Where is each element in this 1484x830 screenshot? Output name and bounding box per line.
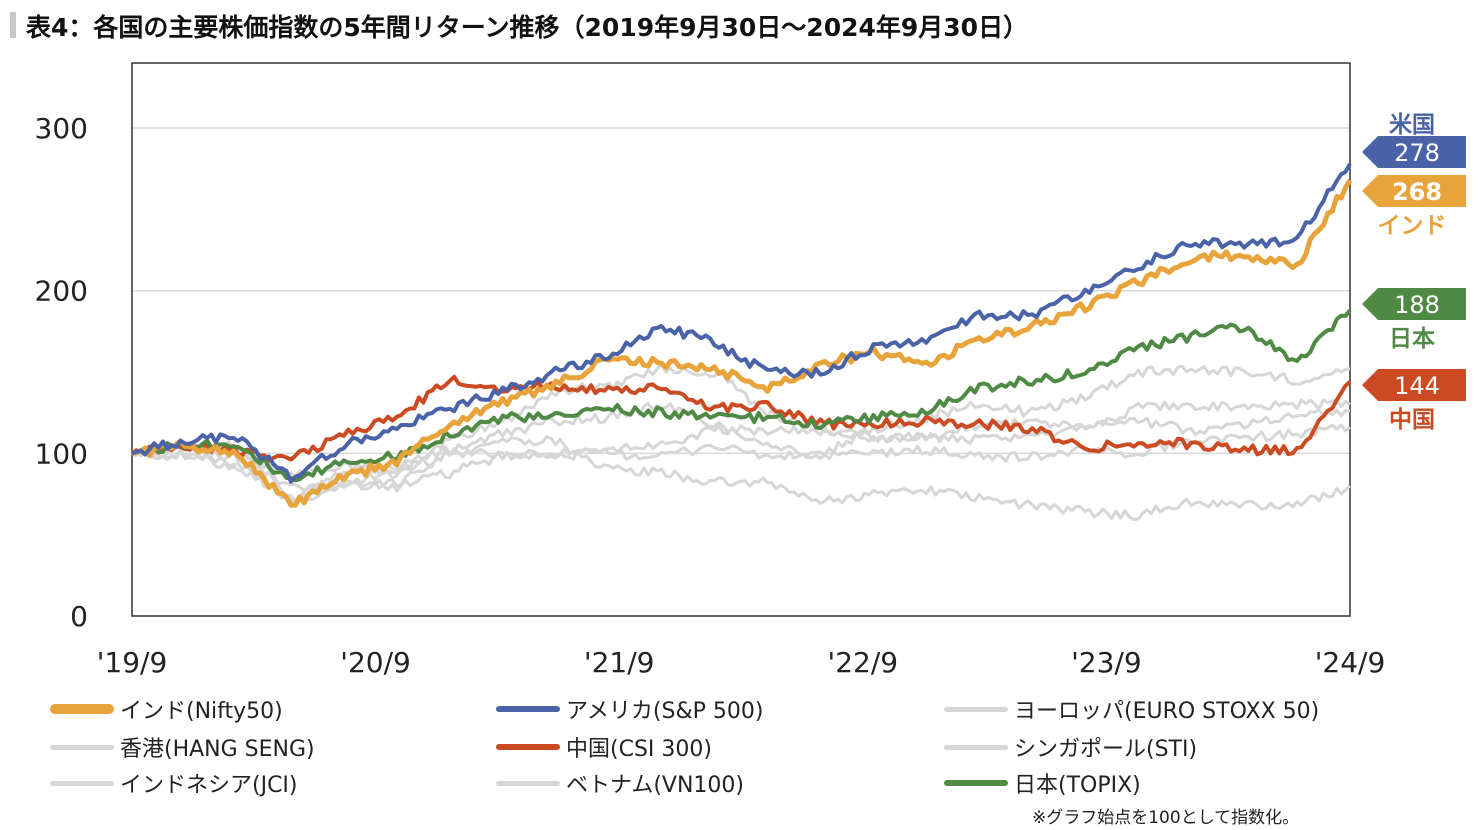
legend-swatch bbox=[944, 706, 1008, 712]
legend-swatch bbox=[496, 744, 560, 750]
end-value-india: 268 bbox=[1392, 178, 1442, 206]
series-line-japan bbox=[131, 308, 1352, 483]
legend-item-china: 中国(CSI 300) bbox=[496, 732, 712, 762]
legend-item-id: インドネシア(JCI) bbox=[50, 768, 298, 798]
legend-swatch bbox=[496, 780, 560, 786]
legend-label: インドネシア(JCI) bbox=[120, 773, 298, 798]
legend-item-hk: 香港(HANG SENG) bbox=[50, 732, 315, 762]
legend-label: 日本(TOPIX) bbox=[1014, 773, 1141, 798]
end-tag-us bbox=[1362, 136, 1466, 168]
line-chart: 0 100 200 300 '19/9 '20/9 '21/9 '22/9 '23/9 '24/9… bbox=[35, 62, 1466, 679]
end-value-us: 278 bbox=[1394, 139, 1440, 167]
end-country-us: 米国 bbox=[1389, 112, 1435, 138]
series-line-india bbox=[131, 178, 1353, 508]
legend-swatch bbox=[496, 706, 560, 712]
x-tick-label: '20/9 bbox=[340, 646, 411, 679]
legend-item-vn: ベトナム(VN100) bbox=[496, 768, 744, 798]
end-country-india: インド bbox=[1378, 213, 1447, 239]
end-country-japan: 日本 bbox=[1389, 326, 1435, 352]
legend-swatch bbox=[944, 780, 1008, 786]
legend-item-india: インド(Nifty50) bbox=[50, 694, 283, 724]
legend-swatch bbox=[50, 780, 114, 786]
legend-label: ベトナム(VN100) bbox=[566, 773, 745, 798]
legend-label: シンガポール(STI) bbox=[1014, 737, 1198, 762]
plot-area bbox=[131, 62, 1351, 617]
chart-legend: インド(Nifty50) アメリカ(S&P 500) ヨーロッパ(EURO STOX… bbox=[50, 692, 1470, 802]
legend-label: 中国(CSI 300) bbox=[566, 737, 712, 762]
x-tick-label: '21/9 bbox=[584, 646, 655, 679]
legend-label: アメリカ(S&P 500) bbox=[566, 699, 764, 724]
end-tag-india bbox=[1362, 175, 1466, 207]
series-line-id bbox=[131, 408, 1351, 507]
end-tag-china bbox=[1362, 369, 1466, 401]
legend-swatch bbox=[50, 704, 114, 714]
series-line-us bbox=[131, 162, 1352, 484]
legend-item-us: アメリカ(S&P 500) bbox=[496, 694, 763, 724]
end-value-japan: 188 bbox=[1394, 291, 1440, 319]
legend-label: ヨーロッパ(EURO STOXX 50) bbox=[1014, 699, 1320, 724]
x-tick-label: '22/9 bbox=[828, 646, 899, 679]
y-tick-label: 100 bbox=[35, 437, 88, 470]
y-tick-label: 200 bbox=[35, 275, 88, 308]
legend-label: 香港(HANG SENG) bbox=[120, 737, 315, 762]
y-tick-label: 0 bbox=[70, 600, 88, 633]
legend-swatch bbox=[944, 744, 1008, 750]
legend-swatch bbox=[50, 744, 114, 750]
x-tick-label: '23/9 bbox=[1071, 646, 1142, 679]
title-accent-bar bbox=[10, 12, 16, 38]
chart-note: ※グラフ始点を100として指数化。 bbox=[1032, 808, 1300, 828]
legend-label: インド(Nifty50) bbox=[120, 699, 283, 724]
end-value-china: 144 bbox=[1394, 372, 1440, 400]
series-line-china bbox=[130, 374, 1352, 463]
y-tick-label: 300 bbox=[35, 112, 88, 145]
series-line-hk bbox=[131, 435, 1352, 521]
x-tick-label: '19/9 bbox=[97, 646, 168, 679]
legend-item-sg: シンガポール(STI) bbox=[944, 732, 1197, 762]
x-tick-label: '24/9 bbox=[1315, 646, 1386, 679]
end-country-china: 中国 bbox=[1389, 407, 1435, 433]
series-line-europe bbox=[131, 364, 1351, 503]
legend-item-europe: ヨーロッパ(EURO STOXX 50) bbox=[944, 694, 1319, 724]
chart-title: 表4：各国の主要株価指数の5年間リターン推移（2019年9月30日～2024年9… bbox=[26, 13, 1029, 42]
series-line-vn bbox=[131, 363, 1351, 504]
legend-item-japan: 日本(TOPIX) bbox=[944, 768, 1141, 798]
end-tag-japan bbox=[1362, 288, 1466, 320]
